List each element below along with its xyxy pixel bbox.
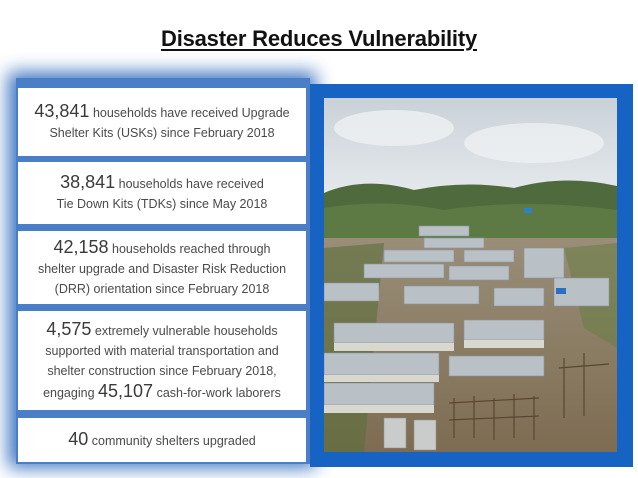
stat-number: 40: [68, 429, 89, 449]
stat-vulnerable: 4,575 extremely vulnerable households su…: [18, 311, 306, 410]
stat-tdk: 38,841 households have received Tie Down…: [18, 162, 306, 224]
stat-text: cash-for-work laborers: [156, 385, 281, 400]
stat-number: 43,841: [34, 101, 90, 121]
stat-text: engaging: [43, 385, 95, 400]
camp-photo: [324, 98, 617, 452]
stat-number: 42,158: [53, 236, 109, 257]
stat-text: Tie Down Kits (TDKs) since May 2018: [56, 197, 268, 211]
stat-drr: 42,158 households reached through shelte…: [18, 231, 306, 304]
stat-text: (DRR) orientation since February 2018: [54, 281, 270, 296]
stat-number: 4,575: [46, 318, 92, 339]
stat-text: households have received Upgrade: [92, 106, 290, 120]
stat-text: shelter construction since February 2018…: [47, 363, 277, 378]
stat-number: 38,841: [60, 172, 116, 192]
stat-text: extremely vulnerable households: [94, 323, 278, 338]
stat-number: 45,107: [98, 380, 154, 401]
stat-community: 40 community shelters upgraded: [18, 418, 306, 462]
stat-text: shelter upgrade and Disaster Risk Reduct…: [37, 261, 287, 276]
camp-photo-image: [324, 98, 617, 452]
stat-text: households have received: [118, 177, 264, 191]
stat-text: households reached through: [112, 241, 271, 256]
slide-title: Disaster Reduces Vulnerability: [161, 26, 477, 51]
stat-text: Shelter Kits (USKs) since February 2018: [49, 126, 275, 140]
stat-usk: 43,841 households have received Upgrade …: [18, 88, 306, 156]
stat-text: community shelters upgraded: [91, 434, 256, 448]
stat-text: supported with material transportation a…: [45, 343, 279, 358]
